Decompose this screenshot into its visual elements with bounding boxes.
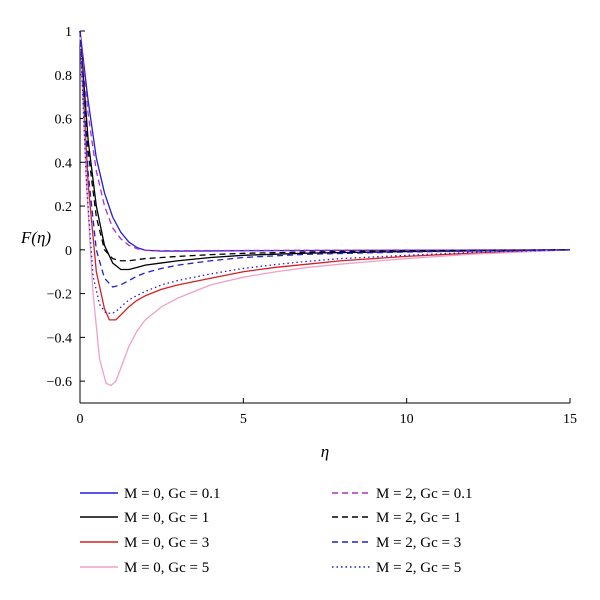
x-axis-label: η [321, 442, 329, 461]
axes [79, 31, 570, 404]
x-tick-label: 15 [563, 412, 577, 427]
y-tick-label: −0.2 [47, 288, 72, 303]
legend-label-2: M = 0, Gc = 1 [124, 510, 209, 526]
y-tick-label: 0.4 [55, 156, 73, 171]
series-line-4 [79, 30, 571, 387]
ticks: 0 5 10 15 1 0.8 0.6 0.4 0.2 0 −0.2 −0.4 −0.6 [47, 25, 577, 427]
y-axis-label: F(η) [20, 228, 51, 247]
legend-label-1: M = 0, Gc = 0.1 [124, 486, 221, 502]
y-tick-label: 0.6 [55, 113, 73, 128]
legend-label-6: M = 2, Gc = 1 [376, 510, 461, 526]
series-line-5 [79, 30, 571, 252]
series-line-7 [79, 30, 571, 288]
y-tick-label: 0.8 [55, 69, 73, 84]
y-tick-label: 0.2 [55, 200, 73, 215]
legend-label-8: M = 2, Gc = 5 [376, 560, 461, 576]
x-tick-label: 0 [77, 412, 84, 427]
y-tick-label: 0 [65, 244, 72, 259]
series-lines [79, 30, 571, 387]
legend-label-3: M = 0, Gc = 3 [124, 535, 209, 551]
x-tick-label: 5 [240, 412, 247, 427]
legend: M = 0, Gc = 0.1 M = 0, Gc = 1 M = 0, Gc = … [80, 486, 473, 576]
y-tick-label: −0.4 [47, 331, 72, 346]
series-line-1 [79, 30, 571, 252]
x-tick-label: 10 [400, 412, 414, 427]
series-line-3 [79, 30, 571, 321]
legend-label-4: M = 0, Gc = 5 [124, 560, 209, 576]
y-tick-label: −0.6 [47, 375, 72, 390]
series-line-6 [79, 30, 571, 262]
legend-label-7: M = 2, Gc = 3 [376, 535, 461, 551]
y-tick-label: 1 [65, 25, 72, 40]
series-line-2 [79, 30, 571, 271]
legend-label-5: M = 2, Gc = 0.1 [376, 486, 473, 502]
